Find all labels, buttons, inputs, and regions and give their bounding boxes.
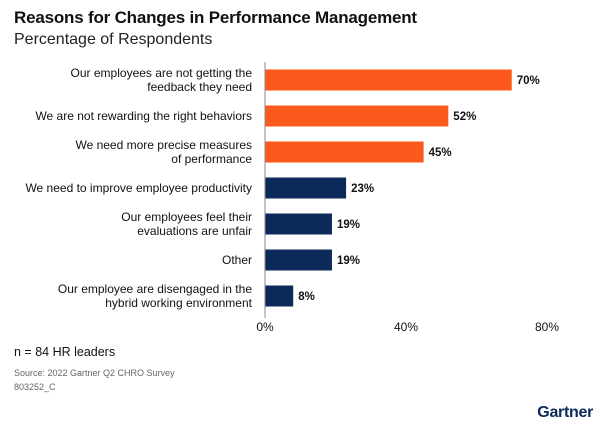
category-label-4: Our employees feel their evaluations are … <box>121 210 252 238</box>
bar-5 <box>265 249 332 271</box>
source-note: Source: 2022 Gartner Q2 CHRO Survey <box>14 368 175 378</box>
document-id: 803252_C <box>14 382 56 392</box>
category-label-0: Our employees are not getting the feedbac… <box>71 66 253 94</box>
category-label-1: We are not rewarding the right behaviors <box>35 109 252 123</box>
bar-0 <box>265 69 512 91</box>
x-tick-label-1: 40% <box>394 320 418 334</box>
gartner-logo: Gartner <box>537 404 593 421</box>
bar-4 <box>265 213 332 235</box>
value-label-6: 8% <box>298 291 315 303</box>
chart-subtitle: Percentage of Respondents <box>14 31 213 48</box>
bar-chart: Our employees are not getting the feedbac… <box>25 62 559 334</box>
x-tick-label-2: 80% <box>535 320 559 334</box>
category-label-3: We need to improve employee productivity <box>25 181 252 195</box>
value-label-1: 52% <box>453 111 476 123</box>
value-label-3: 23% <box>351 183 374 195</box>
value-label-4: 19% <box>337 219 360 231</box>
value-label-5: 19% <box>337 255 360 267</box>
category-label-2: We need more precise measures of performa… <box>75 138 252 166</box>
value-label-2: 45% <box>429 147 452 159</box>
bar-6 <box>265 285 294 307</box>
bar-2 <box>265 141 424 163</box>
value-labels-group: 70% 52% 45% 23% 19% 19% 8% <box>298 75 540 303</box>
value-label-0: 70% <box>517 75 540 87</box>
category-label-6: Our employee are disengaged in the hybrid… <box>58 282 253 310</box>
category-labels-group: Our employees are not getting the feedbac… <box>25 66 252 310</box>
bars-group <box>265 69 512 307</box>
bar-3 <box>265 177 347 199</box>
x-tick-label-0: 0% <box>256 320 274 334</box>
bar-1 <box>265 105 449 127</box>
chart-title: Reasons for Changes in Performance Manag… <box>14 8 417 27</box>
category-label-5: Other <box>222 253 252 267</box>
sample-size-note: n = 84 HR leaders <box>14 345 116 359</box>
x-tick-labels-group: 0% 40% 80% <box>256 320 559 334</box>
